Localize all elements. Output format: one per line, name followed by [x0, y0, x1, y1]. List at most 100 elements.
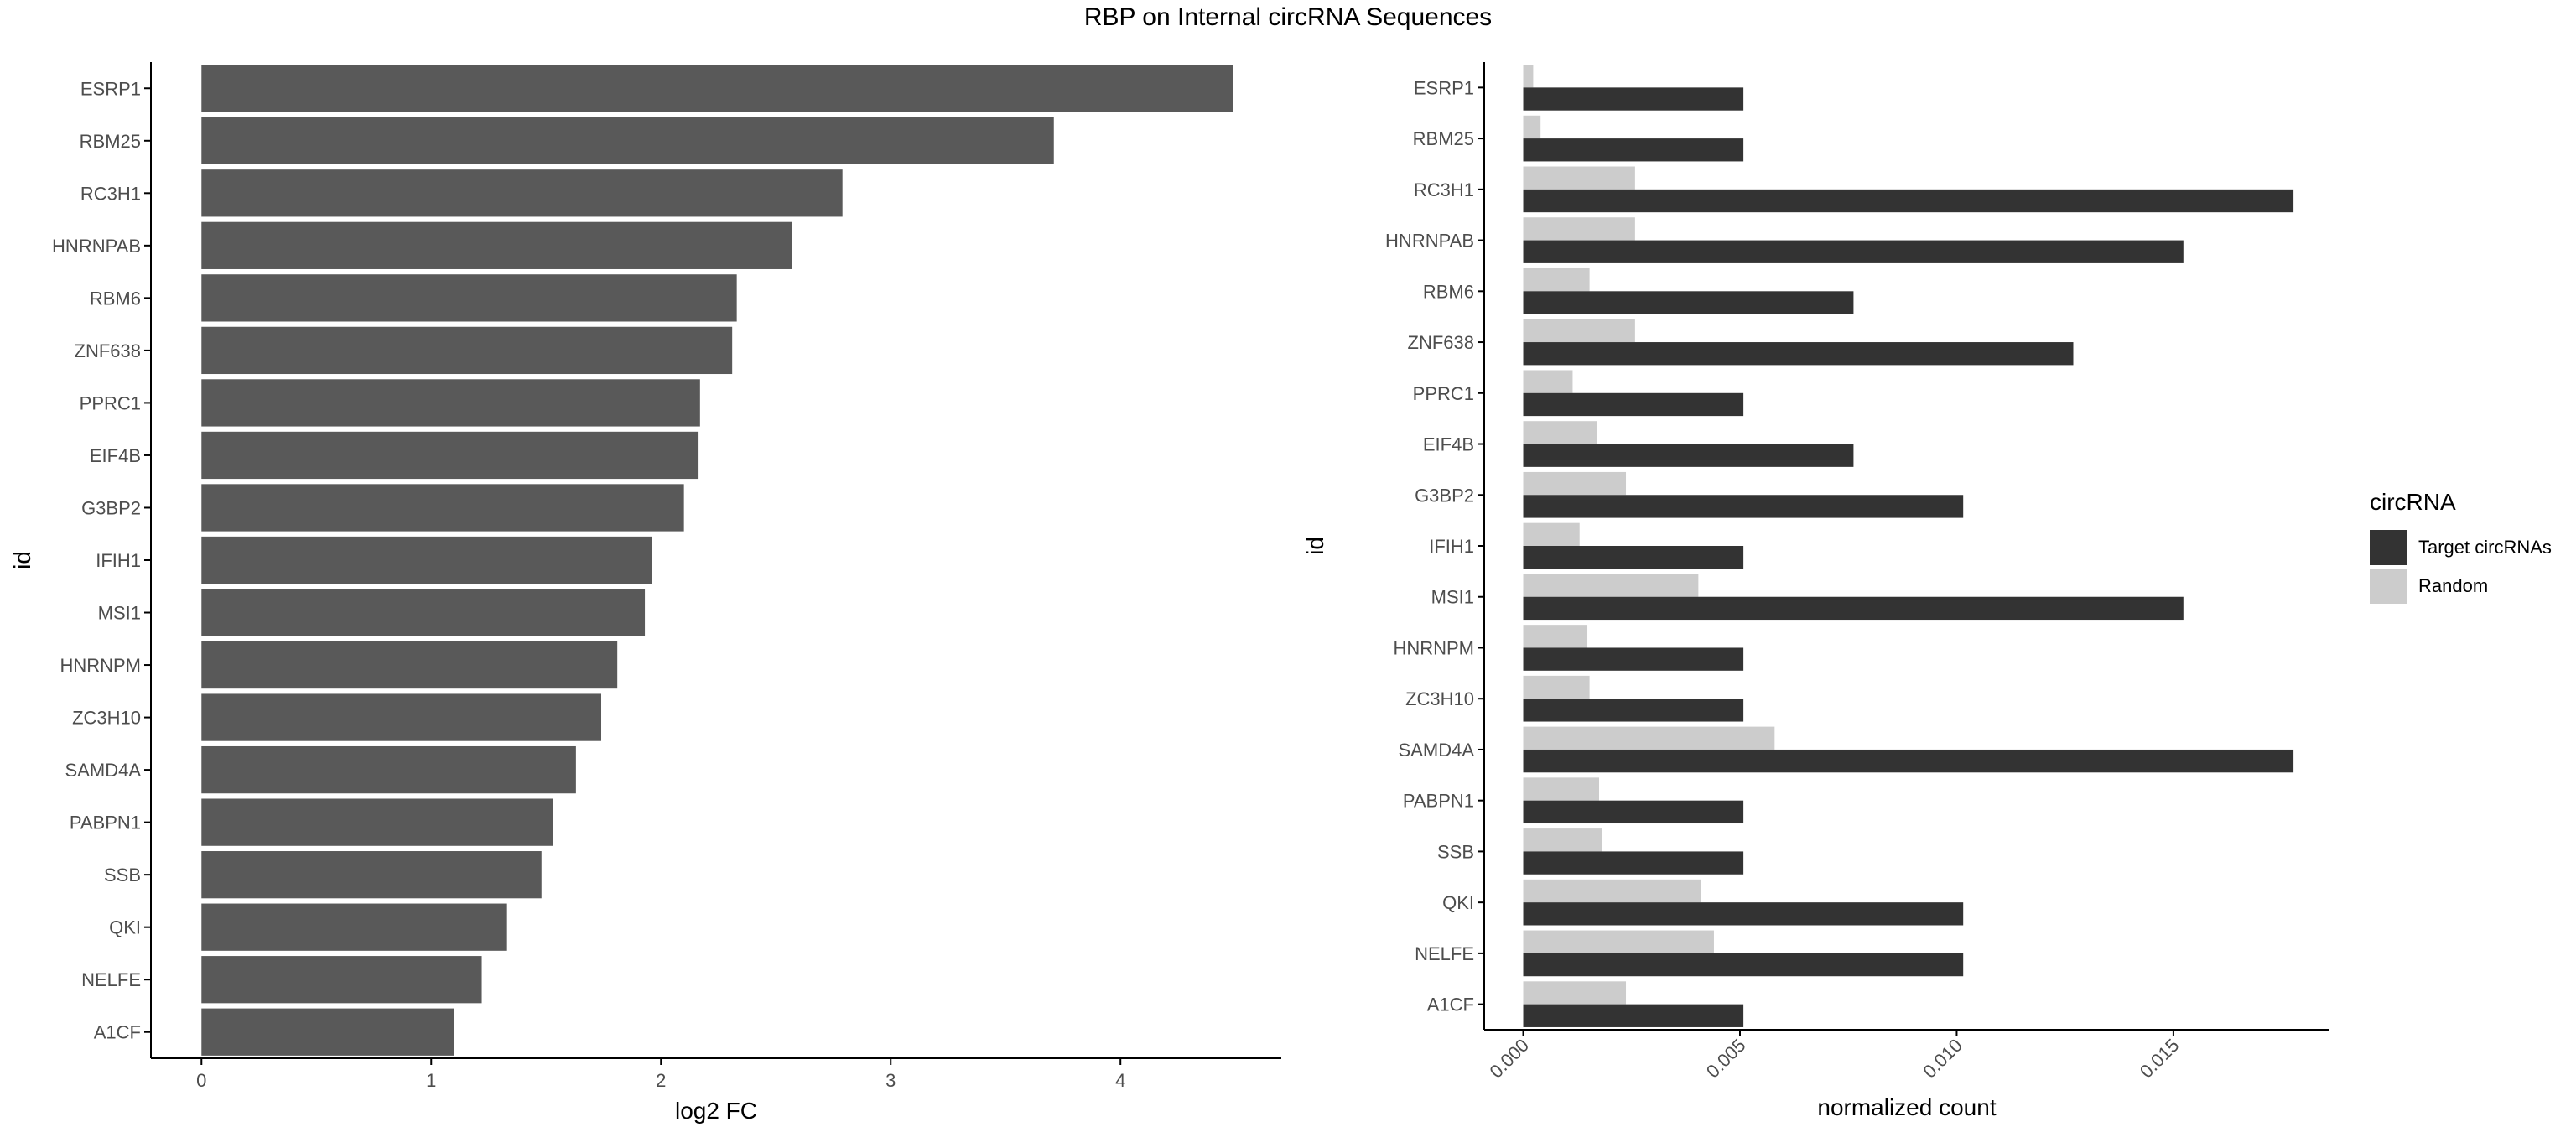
bar-target-zc3h10 — [1523, 699, 1744, 722]
bar-target-rbm6 — [1523, 291, 1854, 314]
bar-ssb — [201, 851, 542, 899]
bar-eif4b — [201, 431, 699, 480]
bar-random-ssb — [1523, 828, 1602, 852]
bar-target-msi1 — [1523, 596, 2184, 621]
bar-random-g3bp2 — [1523, 471, 1627, 496]
bar-target-pprc1 — [1523, 392, 1744, 417]
bar-pabpn1 — [201, 798, 553, 846]
bar-msi1 — [201, 589, 646, 636]
y-tick-label-qki: QKI — [1442, 892, 1474, 913]
bar-ifih1 — [201, 536, 652, 584]
y-tick-label-a1cf: A1CF — [1427, 995, 1474, 1015]
bar-target-hnrnpm — [1523, 647, 1744, 671]
y-tick-label-hnrnpab: HNRNPAB — [52, 236, 141, 257]
bar-target-a1cf — [1523, 1004, 1744, 1027]
x-tick-label: 3 — [886, 1070, 896, 1091]
bar-znf638 — [201, 326, 733, 375]
bar-target-rc3h1 — [1523, 189, 2294, 213]
y-axis-title: id — [1302, 537, 1328, 555]
bar-rbm25 — [201, 117, 1054, 164]
bar-random-esrp1 — [1523, 65, 1534, 88]
bar-hnrnpm — [201, 641, 618, 689]
y-tick-label-samd4a: SAMD4A — [1399, 740, 1475, 761]
bar-qki — [201, 903, 507, 951]
y-tick-label-ifih1: IFIH1 — [96, 550, 141, 571]
legend-swatch-target-circrnas — [2370, 530, 2407, 565]
y-tick-label-znf638: ZNF638 — [1408, 332, 1474, 353]
bar-rbm6 — [201, 274, 737, 322]
bar-target-esrp1 — [1523, 87, 1744, 111]
bar-random-rc3h1 — [1523, 166, 1635, 190]
y-tick-label-ssb: SSB — [1437, 841, 1474, 862]
bar-g3bp2 — [201, 484, 684, 532]
y-tick-label-g3bp2: G3BP2 — [81, 497, 141, 518]
bar-target-rbm25 — [1523, 138, 1744, 162]
bar-target-nelfe — [1523, 953, 1964, 977]
bar-target-znf638 — [1523, 342, 2074, 366]
y-tick-label-hnrnpab: HNRNPAB — [1385, 231, 1474, 252]
y-tick-label-rc3h1: RC3H1 — [1414, 179, 1474, 200]
bar-target-samd4a — [1523, 749, 2294, 773]
y-tick-label-rbm25: RBM25 — [1413, 128, 1474, 149]
bar-random-qki — [1523, 879, 1701, 903]
bar-random-eif4b — [1523, 421, 1597, 444]
bar-random-nelfe — [1523, 930, 1714, 953]
bar-random-hnrnpab — [1523, 217, 1635, 241]
y-tick-label-msi1: MSI1 — [1431, 587, 1474, 608]
legend-swatch-random — [2370, 569, 2407, 604]
bar-target-g3bp2 — [1523, 495, 1964, 518]
chart-title: RBP on Internal circRNA Sequences — [1083, 3, 1493, 31]
x-axis-title: log2 FC — [675, 1098, 757, 1124]
x-axis-title: normalized count — [1817, 1094, 1996, 1120]
bar-random-rbm6 — [1523, 267, 1590, 292]
bar-rc3h1 — [201, 169, 843, 217]
bar-target-hnrnpab — [1523, 240, 2184, 263]
x-tick-label: 1 — [426, 1070, 436, 1091]
bar-zc3h10 — [201, 693, 602, 741]
y-tick-label-pprc1: PPRC1 — [80, 392, 141, 413]
bar-random-hnrnpm — [1523, 625, 1588, 648]
y-tick-label-esrp1: ESRP1 — [80, 78, 141, 99]
y-tick-label-ssb: SSB — [104, 865, 141, 886]
bar-target-ifih1 — [1523, 546, 1744, 569]
right-panel-normalized-count: ESRP1 RBM25 RC3H1 HNRNPAB RBM6 ZNF638 PPRC1 EIF… — [1302, 62, 2329, 1120]
y-tick-label-a1cf: A1CF — [94, 1022, 141, 1043]
y-tick-label-rc3h1: RC3H1 — [80, 183, 141, 204]
y-tick-label-nelfe: NELFE — [81, 969, 141, 990]
y-tick-label-znf638: ZNF638 — [75, 340, 141, 361]
x-tick-label: 0 — [196, 1070, 206, 1091]
bar-random-rbm25 — [1523, 115, 1541, 139]
bar-random-ifih1 — [1523, 522, 1580, 546]
bar-esrp1 — [201, 65, 1233, 112]
bar-random-msi1 — [1523, 574, 1699, 597]
bar-random-a1cf — [1523, 981, 1627, 1005]
y-tick-label-pabpn1: PABPN1 — [1403, 791, 1474, 812]
y-tick-label-rbm6: RBM6 — [1423, 281, 1474, 302]
bar-nelfe — [201, 956, 482, 1004]
bar-a1cf — [201, 1008, 454, 1056]
x-tick-label: 0.000 — [1485, 1035, 1533, 1083]
y-tick-label-qki: QKI — [109, 917, 141, 938]
bar-samd4a — [201, 745, 576, 794]
legend-label-target-circrnas: Target circRNAs — [2418, 537, 2552, 558]
x-tick-label: 2 — [656, 1070, 666, 1091]
y-tick-label-ifih1: IFIH1 — [1429, 536, 1474, 557]
bar-random-samd4a — [1523, 726, 1775, 750]
legend: circRNA Target circRNAs Random — [2370, 489, 2552, 604]
y-tick-label-eif4b: EIF4B — [90, 445, 141, 466]
bar-random-pabpn1 — [1523, 777, 1599, 801]
x-tick-label: 0.015 — [2136, 1035, 2184, 1083]
y-tick-label-hnrnpm: HNRNPM — [60, 655, 141, 676]
bar-target-ssb — [1523, 851, 1744, 875]
bar-target-eif4b — [1523, 444, 1854, 467]
x-tick-label: 0.005 — [1702, 1035, 1750, 1083]
y-tick-label-g3bp2: G3BP2 — [1415, 485, 1474, 506]
x-tick-label: 4 — [1115, 1070, 1125, 1091]
y-tick-label-samd4a: SAMD4A — [65, 760, 142, 781]
legend-title: circRNA — [2370, 489, 2456, 515]
y-tick-label-hnrnpm: HNRNPM — [1393, 637, 1474, 658]
y-axis-title: id — [9, 551, 35, 569]
bar-hnrnpab — [201, 221, 792, 269]
y-tick-label-pabpn1: PABPN1 — [70, 813, 141, 834]
